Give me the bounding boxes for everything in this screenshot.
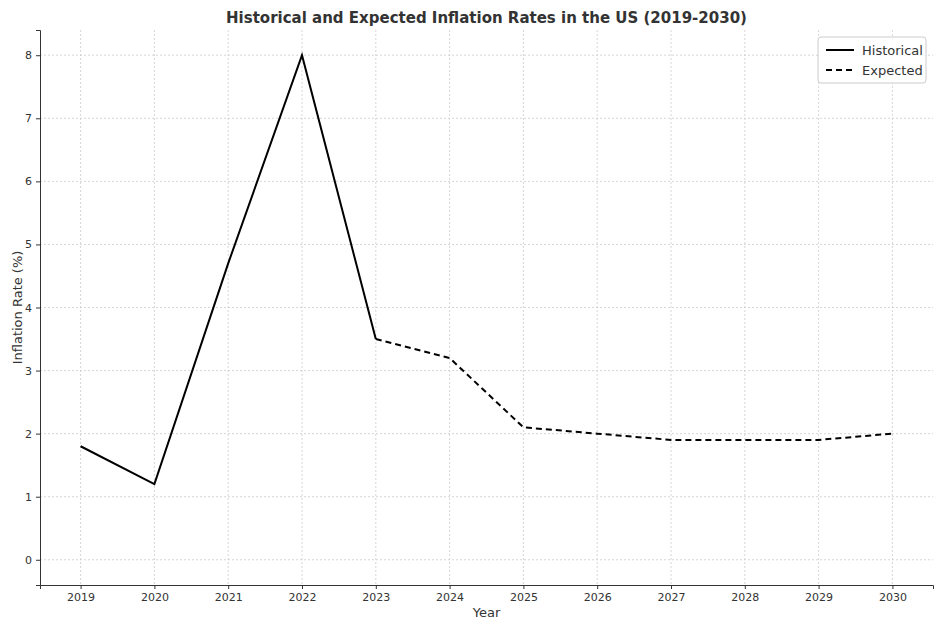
tick-label: 2026 <box>584 591 612 604</box>
chart: 2019 2020 2021 2022 2023 2024 2025 2026 2027 2028… <box>0 0 945 630</box>
tick-label: 5 <box>25 238 32 251</box>
tick-label: 2021 <box>215 591 243 604</box>
legend-box <box>818 37 926 83</box>
tick-mark <box>36 118 40 119</box>
tick-label: 2030 <box>879 591 907 604</box>
grid-line-y <box>40 244 933 245</box>
tick-mark <box>36 434 40 435</box>
tick-mark <box>36 244 40 245</box>
legend-label: Expected <box>862 63 923 78</box>
tick: 8 <box>25 49 40 62</box>
tick: 2025 <box>510 585 538 604</box>
legend: Historical Expected <box>818 37 926 83</box>
tick: 2026 <box>584 585 612 604</box>
tick-mark <box>376 585 377 589</box>
tick-label: 2027 <box>658 591 686 604</box>
tick-mark <box>154 585 155 589</box>
grid-line-y <box>40 433 933 434</box>
tick: 2020 <box>141 585 169 604</box>
tick-label: 2019 <box>67 591 95 604</box>
grid-line-x <box>818 30 819 585</box>
y-axis-title: Inflation Rate (%) <box>10 251 25 365</box>
tick: 7 <box>25 112 40 125</box>
tick-label: 2023 <box>362 591 390 604</box>
tick: 2 <box>25 428 40 441</box>
grid-line-y <box>40 118 933 119</box>
axis-line <box>36 31 41 586</box>
tick: 4 <box>25 302 40 315</box>
tick-mark <box>523 585 524 589</box>
series-line <box>81 55 376 484</box>
grid-line-y <box>40 496 933 497</box>
tick-mark <box>745 585 746 589</box>
tick: 2024 <box>436 585 464 604</box>
grid-line-y <box>40 55 933 56</box>
y-axis: 0 1 2 3 4 5 6 7 8 <box>25 31 41 586</box>
tick-label: 3 <box>25 365 32 378</box>
grid-line-x <box>671 30 672 585</box>
tick-label: 7 <box>25 112 32 125</box>
tick-mark <box>36 55 40 56</box>
tick-mark <box>228 585 229 589</box>
tick: 2028 <box>731 585 759 604</box>
tick-mark <box>36 371 40 372</box>
grid-line-y <box>40 559 933 560</box>
tick-label: 2025 <box>510 591 538 604</box>
tick-label: 1 <box>25 491 32 504</box>
tick: 2021 <box>215 585 243 604</box>
tick-label: 2028 <box>731 591 759 604</box>
tick-mark <box>36 497 40 498</box>
plot: 2019 2020 2021 2022 2023 2024 2025 2026 2027 2028… <box>25 30 934 604</box>
tick: 2027 <box>658 585 686 604</box>
tick: 3 <box>25 365 40 378</box>
tick: 2029 <box>805 585 833 604</box>
series-line <box>376 339 893 440</box>
tick: 5 <box>25 238 40 251</box>
tick-label: 0 <box>25 554 32 567</box>
tick-label: 2024 <box>436 591 464 604</box>
tick: 2019 <box>67 585 95 604</box>
grid-line-x <box>523 30 524 585</box>
tick: 1 <box>25 491 40 504</box>
tick: 2023 <box>362 585 390 604</box>
tick-label: 8 <box>25 49 32 62</box>
tick-label: 2029 <box>805 591 833 604</box>
tick: 2022 <box>288 585 316 604</box>
tick: 0 <box>25 554 40 567</box>
grid-line-y <box>40 307 933 308</box>
grid-line-y <box>40 370 933 371</box>
lines <box>81 55 893 484</box>
tick-mark <box>302 585 303 589</box>
grid <box>40 30 933 585</box>
axis-line <box>41 586 934 590</box>
tick: 2030 <box>879 585 907 604</box>
tick-label: 2022 <box>288 591 316 604</box>
grid-line-y <box>40 181 933 182</box>
tick-mark <box>892 585 893 589</box>
tick-label: 2020 <box>141 591 169 604</box>
grid-line-x <box>154 30 155 585</box>
tick-mark <box>671 585 672 589</box>
tick-mark <box>819 585 820 589</box>
tick-label: 2 <box>25 428 32 441</box>
tick-mark <box>36 181 40 182</box>
tick-mark <box>36 560 40 561</box>
legend-swatch <box>826 49 854 51</box>
x-axis-title: Year <box>472 605 501 620</box>
tick: 6 <box>25 175 40 188</box>
tick-label: 6 <box>25 175 32 188</box>
legend-label: Historical <box>862 43 923 58</box>
legend-swatch <box>826 69 854 71</box>
tick-mark <box>450 585 451 589</box>
tick-label: 4 <box>25 302 32 315</box>
x-axis: 2019 2020 2021 2022 2023 2024 2025 2026 2027 2028… <box>41 585 934 604</box>
tick-mark <box>597 585 598 589</box>
title: Historical and Expected Inflation Rates … <box>226 9 747 27</box>
tick-mark <box>81 585 82 589</box>
tick-mark <box>36 308 40 309</box>
